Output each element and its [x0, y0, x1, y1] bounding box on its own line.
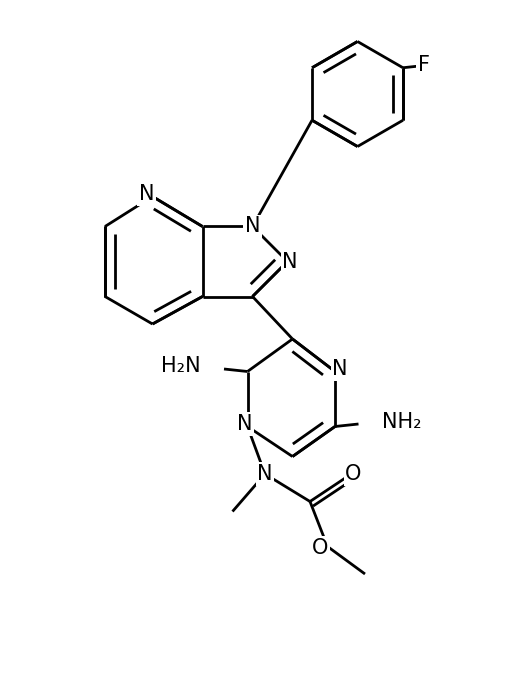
Text: N: N	[245, 217, 260, 236]
Text: O: O	[312, 538, 329, 557]
Text: N: N	[332, 359, 348, 379]
Text: N: N	[257, 464, 273, 484]
Text: N: N	[139, 184, 154, 204]
Text: O: O	[345, 464, 362, 485]
Text: NH₂: NH₂	[381, 411, 421, 431]
Text: N: N	[282, 251, 298, 272]
Text: N: N	[237, 414, 253, 434]
Text: F: F	[418, 55, 430, 75]
Text: H₂N: H₂N	[161, 356, 201, 376]
